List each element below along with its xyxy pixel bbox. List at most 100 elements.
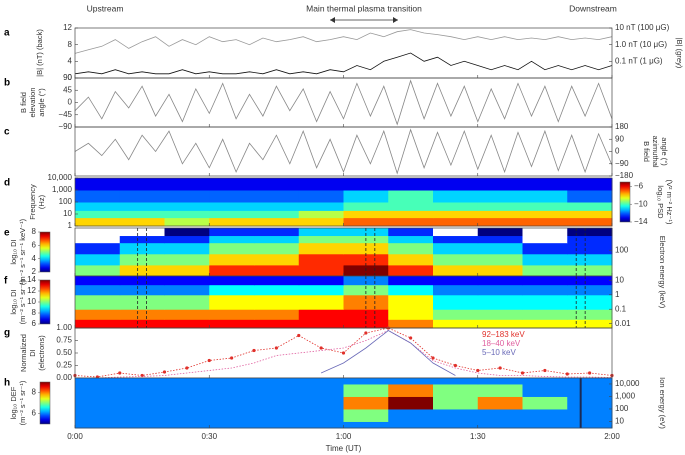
heatmap-cell — [209, 202, 255, 211]
heatmap-cell — [477, 378, 523, 385]
heatmap-cell — [388, 396, 434, 410]
heatmap-cell — [164, 421, 210, 429]
heatmap-cell — [433, 235, 479, 244]
heatmap-cell — [388, 284, 434, 296]
heatmap-cell — [567, 178, 613, 191]
heatmap-cell — [477, 228, 523, 237]
heatmap-cell — [119, 421, 165, 429]
heatmap-cell — [119, 264, 165, 277]
heatmap-cell — [254, 378, 300, 385]
colorbar-tick-label: 8 — [32, 227, 37, 236]
heatmap-cell — [388, 408, 434, 422]
heatmap-cell — [254, 319, 300, 329]
heatmap-cell — [164, 309, 210, 320]
heatmap-cell — [433, 276, 479, 286]
series-marker — [476, 368, 480, 373]
series-marker — [543, 368, 547, 373]
heatmap-cell — [119, 408, 165, 422]
heatmap-cell — [298, 228, 344, 237]
series-marker — [185, 366, 189, 370]
x-tick-label: 0:00 — [67, 432, 83, 441]
heatmap-cell — [119, 235, 165, 244]
heatmap-cell — [433, 242, 479, 255]
heatmap-cell — [75, 319, 121, 329]
heatmap-cell — [343, 421, 389, 429]
colorbar-tick-label: 12 — [27, 286, 36, 295]
series-marker — [565, 372, 569, 376]
heatmap-cell — [209, 319, 255, 329]
y2-tick-label: 90 — [615, 134, 624, 143]
heatmap-cell — [254, 408, 300, 422]
y2-tick-label: 100 — [615, 404, 629, 413]
heatmap-cell — [209, 228, 255, 237]
heatmap-cell — [433, 378, 479, 385]
y2-tick-label: 10 nT (100 μG) — [615, 23, 670, 32]
legend-label: 18–40 keV — [482, 339, 521, 348]
heatmap-cell — [522, 217, 568, 227]
colorbar-label: (m⁻² s⁻¹ sr⁻¹) — [18, 380, 27, 425]
heatmap-cell — [567, 319, 613, 329]
series-marker — [520, 371, 525, 375]
panel-letter: g — [4, 328, 10, 339]
heatmap-cell — [254, 253, 300, 266]
y2-tick-label: 10,000 — [615, 379, 640, 388]
y-tick-label: 90 — [63, 73, 72, 82]
heatmap-cell — [119, 284, 165, 296]
heatmap-cell — [119, 253, 165, 266]
heatmap-cell — [433, 202, 479, 211]
heatmap-cell — [388, 378, 434, 385]
heatmap-cell — [209, 276, 255, 286]
heatmap-cell — [298, 319, 344, 329]
heatmap-cell — [477, 421, 523, 429]
heatmap-cell — [522, 396, 568, 410]
heatmap-cell — [567, 294, 613, 310]
heatmap-cell — [209, 396, 255, 410]
heatmap-cell — [254, 421, 300, 429]
heatmap-cell — [164, 178, 210, 191]
heatmap-cell — [567, 253, 613, 266]
heatmap-cell — [388, 319, 434, 329]
heatmap-cell — [254, 264, 300, 277]
heatmap-cell — [477, 264, 523, 277]
heatmap-cell — [164, 253, 210, 266]
series-line — [75, 330, 613, 379]
heatmap-cell — [164, 210, 210, 219]
heatmap-cell — [298, 235, 344, 244]
heatmap-cell — [433, 396, 479, 410]
heatmap-cell — [298, 190, 344, 203]
heatmap-cell — [75, 284, 121, 296]
heatmap-cell — [343, 408, 389, 422]
heatmap-cell — [522, 294, 568, 310]
y2-tick-label: 1.0 nT (10 μG) — [615, 40, 667, 49]
heatmap-cell — [433, 383, 479, 397]
heatmap-cell — [567, 383, 613, 397]
header-label: Main thermal plasma transition — [306, 3, 422, 13]
y2-axis-label: azimuthal — [651, 135, 660, 167]
header-label: Downstream — [569, 3, 617, 13]
colorbar-label: (m⁻² s⁻¹ sr⁻¹ keV⁻¹) — [18, 218, 27, 285]
heatmap-cell — [75, 396, 121, 410]
colorbar-tick-label: −14 — [634, 217, 648, 226]
heatmap-cell — [119, 378, 165, 385]
heatmap-cell — [298, 217, 344, 227]
colorbar — [39, 231, 51, 273]
colorbar-label: log₁₀ DI — [9, 289, 18, 314]
series-marker — [274, 346, 278, 350]
panel-letter: e — [4, 228, 10, 239]
heatmap-cell — [164, 235, 210, 244]
heatmap-cell — [343, 276, 389, 286]
heatmap-cell — [388, 202, 434, 211]
heatmap-cell — [298, 396, 344, 410]
series-line — [74, 128, 613, 175]
heatmap-cell — [254, 242, 300, 255]
y2-axis-label: |B| (grey) — [675, 38, 684, 69]
heatmap-cell — [477, 284, 523, 296]
series-marker — [364, 331, 368, 335]
heatmap-cell — [75, 421, 121, 429]
x-tick-label: 2:00 — [604, 432, 620, 441]
heatmap-cell — [254, 383, 300, 397]
heatmap-cell — [75, 378, 121, 385]
y2-axis-label: Ion energy (eV) — [658, 377, 667, 429]
legend-label: 92–183 keV — [482, 330, 525, 339]
heatmap-cell — [388, 253, 434, 266]
